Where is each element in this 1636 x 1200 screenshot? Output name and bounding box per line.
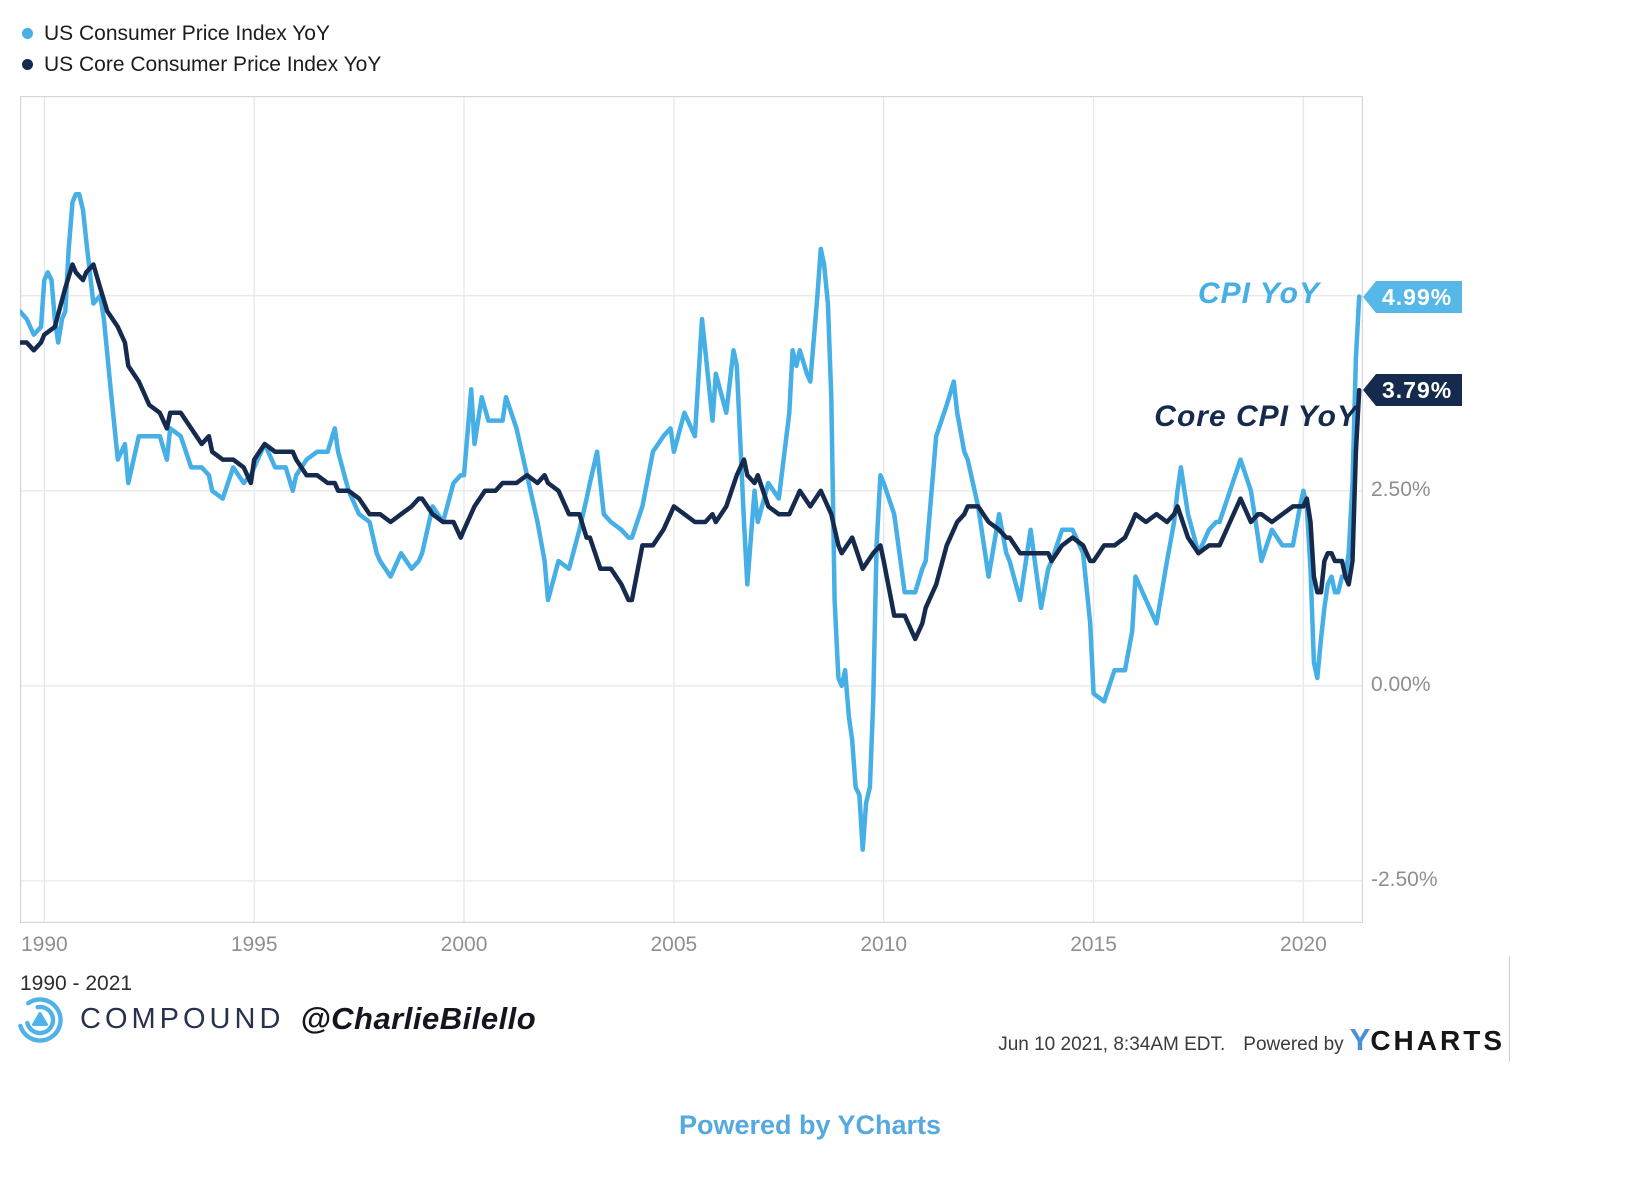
core-cpi-value-badge: 3.79%: [1363, 374, 1463, 407]
compound-logo-icon: [17, 997, 63, 1043]
y-axis-label: -2.50%: [1371, 867, 1438, 891]
x-axis-label: 1995: [230, 933, 278, 956]
plot-border: [20, 96, 1363, 923]
chart-legend: US Consumer Price Index YoY US Core Cons…: [22, 18, 381, 80]
legend-label-core-cpi: US Core Consumer Price Index YoY: [44, 52, 382, 76]
chart-timestamp: Jun 10 2021, 8:34AM EDT.: [998, 1034, 1226, 1055]
badge-arrow-left-icon: [1363, 374, 1376, 407]
powered-by-ycharts-link[interactable]: Powered by YCharts: [678, 1110, 942, 1140]
x-axis-label: 2010: [860, 933, 908, 956]
y-axis-label: 0.00%: [1371, 672, 1431, 696]
cpi-series-annotation: CPI YoY: [1197, 277, 1320, 310]
core-cpi-value-badge-label: 3.79%: [1376, 374, 1463, 407]
ycharts-attribution: Jun 10 2021, 8:34AM EDT. Powered by YCHA…: [998, 1022, 1505, 1058]
legend-dot-core-cpi-icon: [22, 59, 33, 70]
ycharts-logo-rest: CHARTS: [1370, 1025, 1505, 1056]
ycharts-logo-y: Y: [1349, 1022, 1371, 1057]
embed-right-border: [1509, 956, 1510, 1062]
core-cpi-line: [20, 262, 1362, 642]
legend-dot-cpi-icon: [22, 28, 33, 39]
compound-brand: COMPOUND @CharlieBilello: [16, 992, 536, 1046]
cpi-line: [20, 192, 1362, 852]
x-axis-label: 2005: [650, 933, 698, 956]
x-axis-label: 2020: [1280, 933, 1327, 956]
powered-by-text: Powered by: [1243, 1034, 1344, 1055]
x-axis-label: 2000: [440, 933, 488, 956]
cpi-line-chart: [20, 96, 1363, 923]
compound-brand-name: COMPOUND: [80, 1002, 285, 1035]
date-range-label: 1990 - 2021: [20, 972, 133, 995]
cpi-value-badge-label: 4.99%: [1376, 280, 1463, 313]
legend-label-cpi: US Consumer Price Index YoY: [44, 21, 330, 45]
legend-item-cpi: US Consumer Price Index YoY: [22, 18, 381, 49]
core-cpi-series-annotation: Core CPI YoY: [1154, 400, 1358, 433]
charlie-bilello-handle: @CharlieBilello: [300, 1001, 537, 1036]
ycharts-logo[interactable]: YCHARTS: [1350, 1022, 1505, 1058]
y-axis-label: 2.50%: [1371, 477, 1431, 501]
legend-item-core-cpi: US Core Consumer Price Index YoY: [22, 49, 381, 80]
x-axis-label: 1990: [20, 933, 68, 956]
x-axis-label: 2015: [1070, 933, 1117, 956]
badge-arrow-left-icon: [1363, 280, 1376, 313]
cpi-value-badge: 4.99%: [1363, 280, 1463, 313]
